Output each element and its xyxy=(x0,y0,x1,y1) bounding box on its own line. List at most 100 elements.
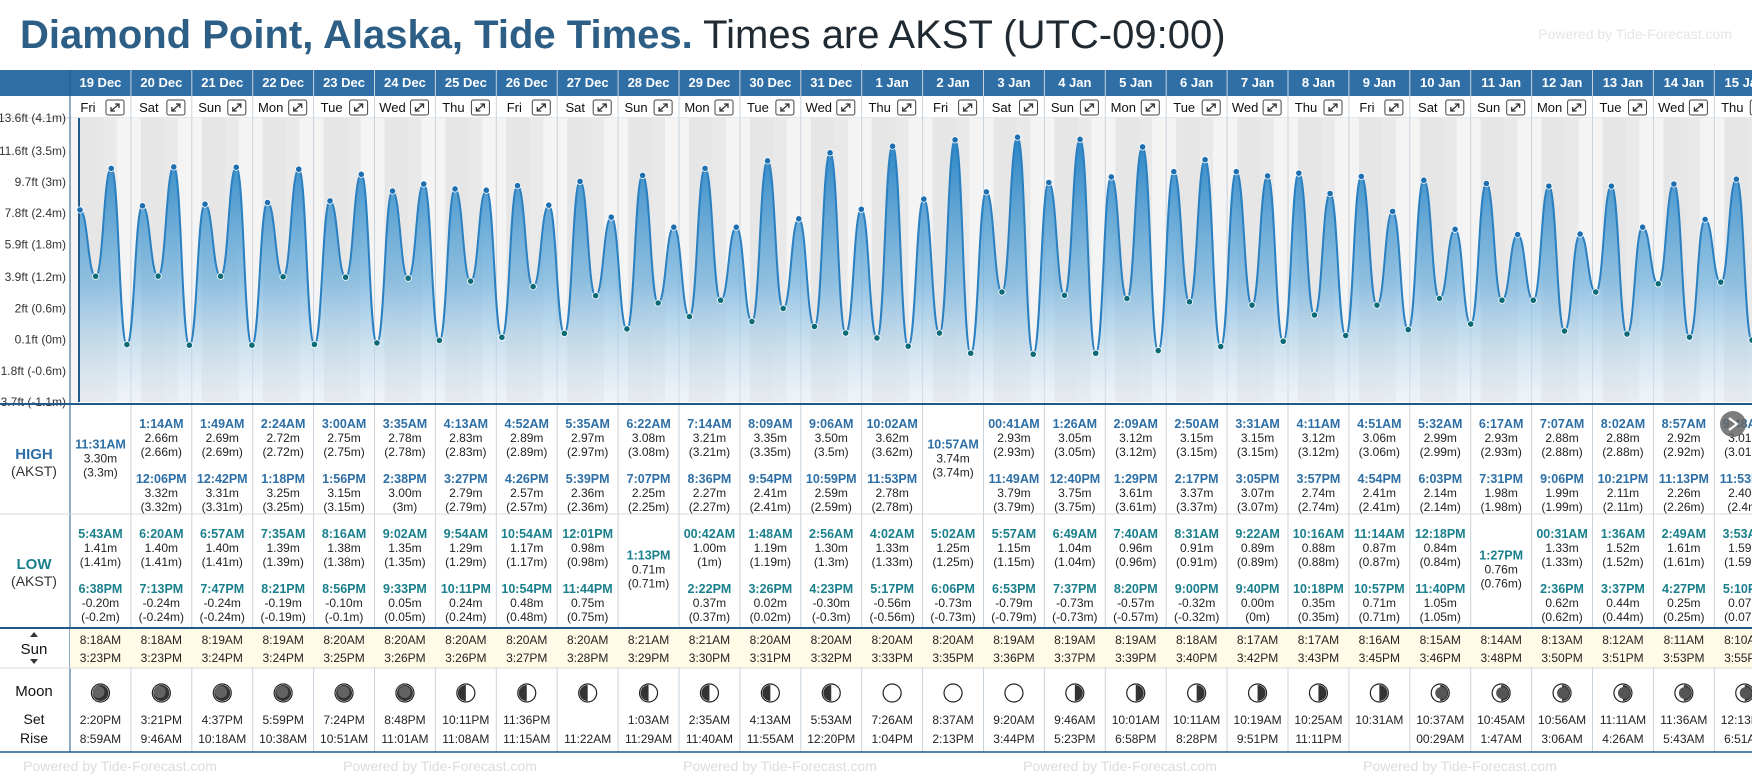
high-tide-point[interactable] xyxy=(263,198,272,207)
high-tide-point[interactable] xyxy=(857,205,865,213)
low-tide-point[interactable] xyxy=(1029,350,1037,358)
high-tide-point[interactable] xyxy=(576,177,584,185)
high-tide-point[interactable] xyxy=(795,215,803,223)
low-tide-point[interactable] xyxy=(185,341,193,349)
low-tide-point[interactable] xyxy=(873,334,881,342)
low-tide-point[interactable] xyxy=(498,333,506,341)
high-tide-point[interactable] xyxy=(1326,189,1334,198)
low-tide-point[interactable] xyxy=(217,272,225,280)
high-tide-point[interactable] xyxy=(1451,225,1459,233)
low-tide-point[interactable] xyxy=(1498,296,1506,304)
scroll-right-button[interactable] xyxy=(1720,411,1746,437)
low-tide-point[interactable] xyxy=(654,299,662,307)
high-tide-point[interactable] xyxy=(1045,178,1053,187)
low-tide-point[interactable] xyxy=(998,288,1006,296)
low-tide-point[interactable] xyxy=(842,329,850,337)
high-tide-point[interactable] xyxy=(451,185,459,193)
low-tide-point[interactable] xyxy=(1185,298,1194,306)
low-tide-point[interactable] xyxy=(1467,320,1475,328)
high-tide-point[interactable] xyxy=(201,200,209,208)
low-tide-point[interactable] xyxy=(1279,337,1287,345)
low-tide-point[interactable] xyxy=(248,341,256,349)
high-tide-point[interactable] xyxy=(326,197,334,205)
low-tide-point[interactable] xyxy=(1748,336,1752,344)
high-tide-point[interactable] xyxy=(1388,207,1397,216)
high-tide-point[interactable] xyxy=(1732,175,1740,183)
high-tide-point[interactable] xyxy=(951,136,959,144)
low-tide-point[interactable] xyxy=(467,277,475,285)
high-tide-point[interactable] xyxy=(1357,172,1365,181)
high-tide-point[interactable] xyxy=(732,223,740,231)
high-tide-point[interactable] xyxy=(1639,223,1647,231)
high-tide-point[interactable] xyxy=(513,182,522,190)
high-tide-point[interactable] xyxy=(1295,169,1303,177)
high-tide-point[interactable] xyxy=(295,165,303,173)
high-tide-point[interactable] xyxy=(138,202,147,210)
low-tide-point[interactable] xyxy=(592,292,600,300)
low-tide-point[interactable] xyxy=(1529,296,1537,304)
low-tide-point[interactable] xyxy=(623,325,631,333)
high-tide-point[interactable] xyxy=(76,206,84,214)
low-tide-point[interactable] xyxy=(342,273,350,281)
high-tide-point[interactable] xyxy=(607,213,615,221)
high-tide-point[interactable] xyxy=(638,171,647,180)
high-tide-point[interactable] xyxy=(388,187,397,195)
high-tide-point[interactable] xyxy=(1013,133,1022,141)
high-tide-point[interactable] xyxy=(888,142,897,150)
high-tide-point[interactable] xyxy=(357,170,365,178)
low-tide-point[interactable] xyxy=(1404,326,1412,334)
low-tide-point[interactable] xyxy=(1560,327,1569,335)
high-tide-point[interactable] xyxy=(1263,172,1272,180)
high-tide-point[interactable] xyxy=(1107,173,1115,181)
low-tide-point[interactable] xyxy=(279,273,287,281)
high-tide-point[interactable] xyxy=(763,157,772,165)
low-tide-point[interactable] xyxy=(1717,278,1725,286)
high-tide-point[interactable] xyxy=(1576,230,1584,238)
low-tide-point[interactable] xyxy=(310,340,318,348)
low-tide-point[interactable] xyxy=(1373,301,1381,309)
low-tide-point[interactable] xyxy=(1310,311,1319,319)
low-tide-point[interactable] xyxy=(748,317,756,326)
high-tide-point[interactable] xyxy=(1420,176,1428,184)
high-tide-point[interactable] xyxy=(701,164,709,172)
low-tide-point[interactable] xyxy=(1435,294,1444,303)
low-tide-point[interactable] xyxy=(1342,331,1350,340)
high-tide-point[interactable] xyxy=(982,188,990,196)
low-tide-point[interactable] xyxy=(1154,347,1162,355)
high-tide-point[interactable] xyxy=(1232,168,1240,176)
low-tide-point[interactable] xyxy=(904,342,912,350)
low-tide-point[interactable] xyxy=(1654,280,1662,288)
high-tide-point[interactable] xyxy=(420,180,428,188)
low-tide-point[interactable] xyxy=(154,272,162,280)
high-tide-point[interactable] xyxy=(1170,168,1178,176)
high-tide-point[interactable] xyxy=(1201,156,1209,164)
high-tide-point[interactable] xyxy=(670,223,678,231)
low-tide-point[interactable] xyxy=(779,304,787,313)
low-tide-point[interactable] xyxy=(123,340,131,349)
high-tide-point[interactable] xyxy=(1076,135,1084,143)
low-tide-point[interactable] xyxy=(529,282,537,291)
low-tide-point[interactable] xyxy=(560,329,569,337)
low-tide-point[interactable] xyxy=(92,272,100,280)
high-tide-point[interactable] xyxy=(170,163,178,171)
low-tide-point[interactable] xyxy=(404,274,412,282)
low-tide-point[interactable] xyxy=(967,349,975,357)
low-tide-point[interactable] xyxy=(1060,291,1069,299)
high-tide-point[interactable] xyxy=(482,186,490,194)
low-tide-point[interactable] xyxy=(1248,301,1256,309)
low-tide-point[interactable] xyxy=(935,329,944,337)
low-tide-point[interactable] xyxy=(1123,294,1131,303)
low-tide-point[interactable] xyxy=(810,322,819,331)
high-tide-point[interactable] xyxy=(1545,182,1553,190)
low-tide-point[interactable] xyxy=(373,339,381,347)
high-tide-point[interactable] xyxy=(1701,215,1709,224)
high-tide-point[interactable] xyxy=(107,164,115,172)
high-tide-point[interactable] xyxy=(1482,179,1490,188)
low-tide-point[interactable] xyxy=(1092,349,1100,357)
low-tide-point[interactable] xyxy=(1217,342,1225,351)
low-tide-point[interactable] xyxy=(1623,330,1631,338)
high-tide-point[interactable] xyxy=(545,201,553,209)
high-tide-point[interactable] xyxy=(1514,230,1522,239)
low-tide-point[interactable] xyxy=(435,336,444,345)
high-tide-point[interactable] xyxy=(1607,182,1615,190)
